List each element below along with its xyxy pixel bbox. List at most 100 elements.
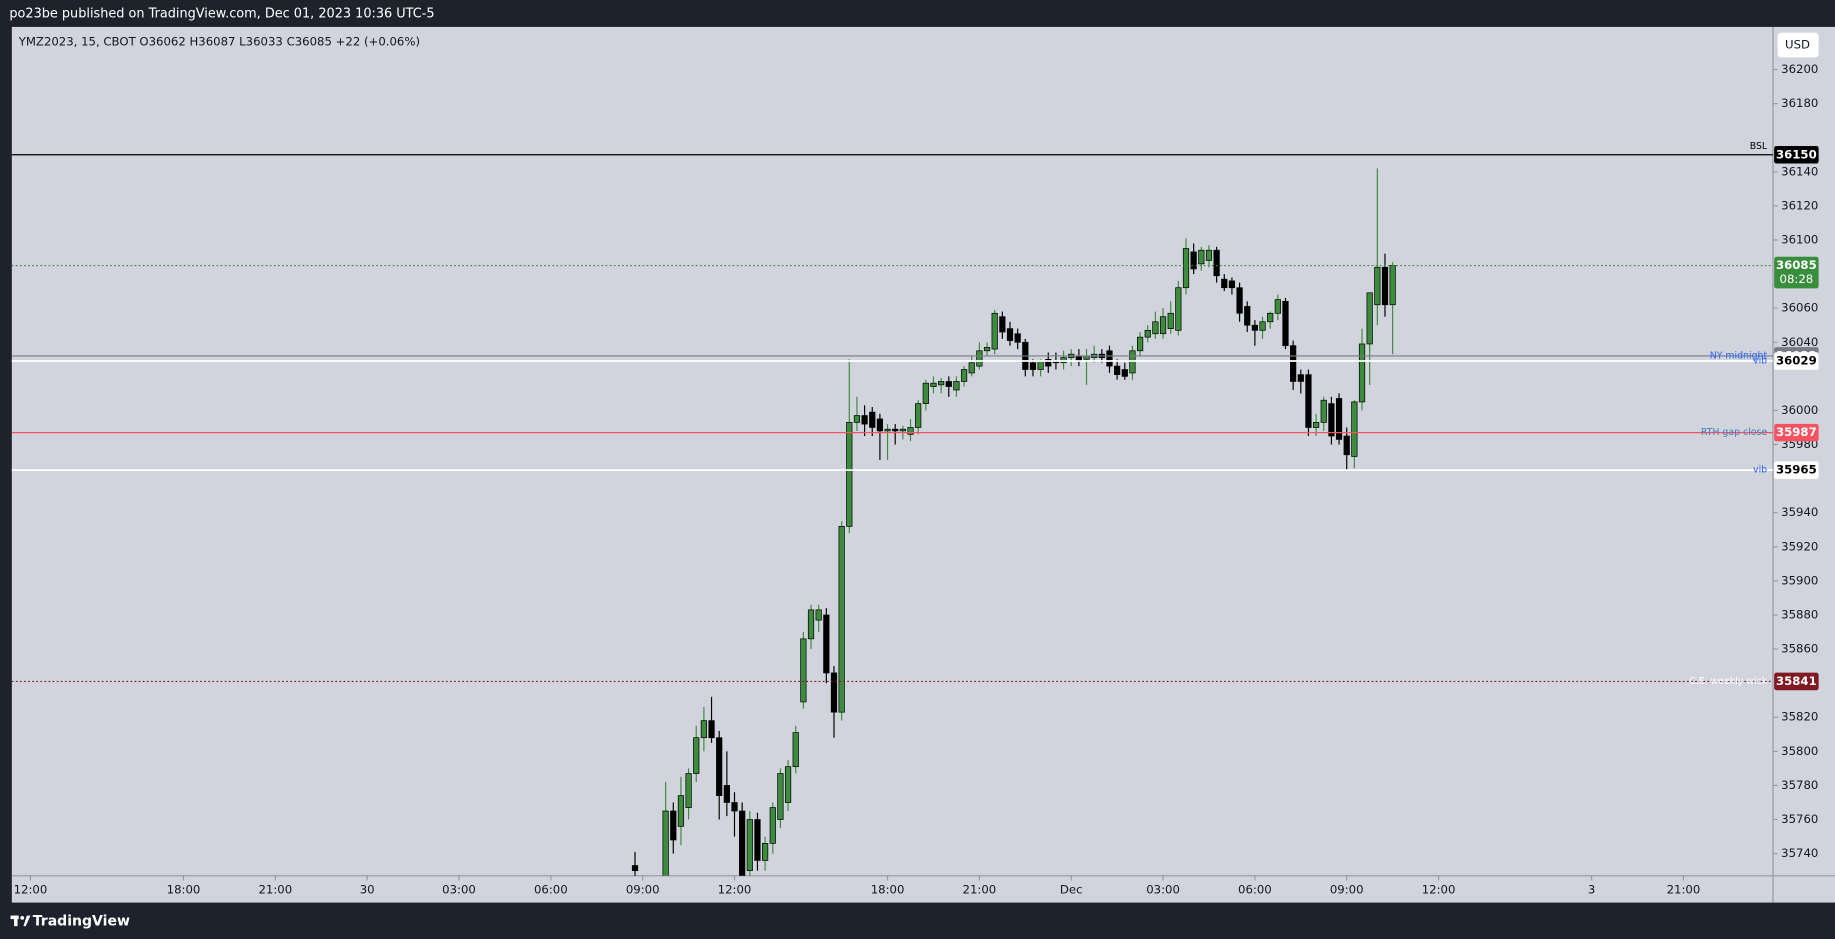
candle-body bbox=[838, 525, 845, 713]
y-tick-label: 35780 bbox=[1781, 778, 1818, 792]
candle-body bbox=[792, 732, 799, 768]
candle-body bbox=[1175, 287, 1182, 331]
x-tick-label: 09:00 bbox=[1330, 882, 1364, 896]
candle-body bbox=[1182, 248, 1190, 289]
x-tick-label: 03:00 bbox=[442, 882, 476, 896]
candle-body bbox=[807, 609, 815, 640]
x-tick-label: 21:00 bbox=[963, 882, 997, 896]
price-tag bbox=[1774, 461, 1819, 479]
candle-body bbox=[784, 766, 792, 803]
candle-body bbox=[1389, 265, 1396, 306]
candle-body bbox=[800, 638, 807, 703]
candle-body bbox=[1106, 350, 1113, 367]
candle-body bbox=[1029, 362, 1037, 370]
candle-body bbox=[1114, 365, 1121, 376]
candle-body bbox=[1221, 278, 1228, 289]
candle-body bbox=[731, 802, 738, 812]
plot-area bbox=[11, 26, 1773, 876]
y-tick-label: 35920 bbox=[1781, 539, 1818, 553]
left-border bbox=[0, 26, 12, 914]
candle-body bbox=[1313, 422, 1320, 428]
x-tick-label: Dec bbox=[1060, 882, 1083, 896]
y-tick-label: 36200 bbox=[1781, 62, 1818, 76]
level-name: NY midnight bbox=[1710, 350, 1768, 361]
candle-body bbox=[1251, 324, 1258, 331]
publish-info: po23be published on TradingView.com, Dec… bbox=[9, 7, 434, 22]
x-tick-label: 18:00 bbox=[167, 882, 201, 896]
top-bar bbox=[0, 0, 1835, 27]
candle-body bbox=[892, 428, 899, 432]
y-tick-label: 36140 bbox=[1781, 164, 1818, 178]
level-name: vib bbox=[1753, 356, 1767, 367]
candle-body bbox=[1297, 374, 1304, 382]
candle-body bbox=[1121, 369, 1128, 377]
price-tag-value: 35841 bbox=[1776, 674, 1817, 688]
candle-body bbox=[1136, 336, 1144, 352]
candle-body bbox=[1351, 401, 1358, 457]
y-tick-label: 36120 bbox=[1781, 198, 1818, 212]
candle-body bbox=[1305, 374, 1312, 428]
candle-body bbox=[1228, 280, 1236, 289]
x-tick-label: 21:00 bbox=[1667, 882, 1701, 896]
candle-body bbox=[1037, 360, 1044, 370]
candle-body bbox=[861, 415, 868, 425]
price-tag-value: 35965 bbox=[1776, 463, 1817, 477]
candle-body bbox=[1159, 316, 1167, 335]
candle-body bbox=[723, 785, 730, 803]
price-tag-value: 35987 bbox=[1776, 425, 1817, 439]
candle-body bbox=[953, 381, 960, 391]
x-tick-label: 12:00 bbox=[718, 882, 752, 896]
y-tick-label: 36060 bbox=[1781, 301, 1818, 315]
candle-body bbox=[754, 819, 761, 861]
candle-body bbox=[1328, 403, 1335, 437]
x-tick-label: 12:00 bbox=[1422, 882, 1456, 896]
candle-body bbox=[746, 819, 753, 872]
candle-body bbox=[815, 609, 822, 621]
currency[interactable]: USD bbox=[1785, 38, 1810, 52]
candle-body bbox=[1205, 249, 1213, 261]
logo bbox=[10, 915, 31, 927]
x-tick-label: 06:00 bbox=[1238, 882, 1272, 896]
candle-body bbox=[1167, 312, 1174, 329]
candle-body bbox=[922, 382, 929, 404]
candle-body bbox=[899, 428, 906, 432]
candle-body bbox=[1343, 435, 1350, 456]
candle-body bbox=[1282, 301, 1289, 347]
candle-body bbox=[991, 312, 998, 350]
x-tick-label: 18:00 bbox=[871, 882, 905, 896]
candle-body bbox=[1198, 249, 1205, 265]
candle-body bbox=[915, 403, 922, 428]
candle-body bbox=[1274, 299, 1281, 314]
currency-button[interactable] bbox=[1777, 32, 1819, 58]
candle-body bbox=[976, 350, 983, 367]
price-tag bbox=[1774, 672, 1819, 691]
candle-body bbox=[983, 347, 991, 352]
candle-body bbox=[884, 428, 891, 432]
candle-body bbox=[670, 810, 677, 841]
bottom-bar bbox=[0, 902, 1835, 939]
candle-body bbox=[769, 807, 776, 844]
candle-body bbox=[876, 418, 884, 432]
price-tag bbox=[1774, 423, 1819, 442]
level-name: C.E. weekly wick bbox=[1689, 676, 1767, 687]
level-name: RTH gap close bbox=[1701, 427, 1767, 438]
candle-body bbox=[1259, 321, 1266, 331]
y-tick-label: 35880 bbox=[1781, 607, 1818, 621]
candle-body bbox=[907, 427, 914, 435]
candle-body bbox=[708, 720, 715, 739]
candle-body bbox=[662, 810, 669, 876]
candle-body bbox=[685, 773, 692, 808]
price-tag-value: 36150 bbox=[1776, 147, 1817, 161]
candle-body bbox=[739, 810, 746, 876]
candle-body bbox=[1152, 321, 1159, 335]
plot bbox=[11, 154, 1773, 876]
y-tick-label: 35940 bbox=[1781, 505, 1818, 519]
y-tick-label: 36000 bbox=[1781, 403, 1818, 417]
candle-body bbox=[1236, 287, 1243, 314]
candle-body bbox=[853, 415, 861, 423]
candle-body bbox=[968, 362, 975, 374]
candle-body bbox=[938, 381, 945, 386]
candle-body bbox=[1014, 333, 1021, 343]
candle-body bbox=[1213, 249, 1220, 277]
